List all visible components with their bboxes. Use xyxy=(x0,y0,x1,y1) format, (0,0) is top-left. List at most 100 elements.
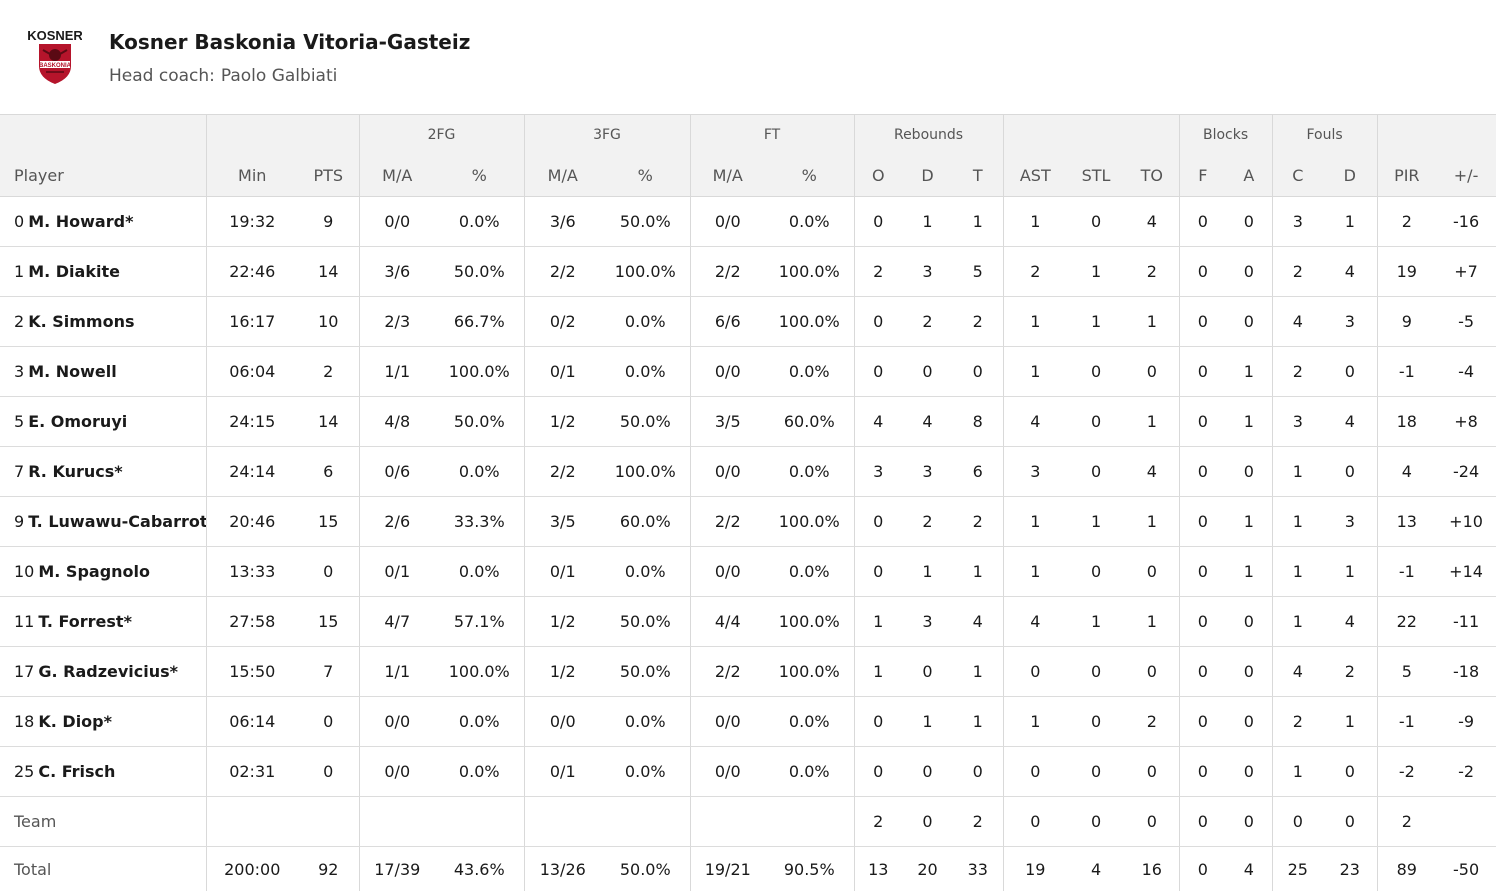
stat-cell: 200:00 xyxy=(206,847,298,891)
player-name[interactable]: T. Forrest* xyxy=(38,612,132,631)
stat-cell: 2 xyxy=(902,297,953,347)
player-name[interactable]: C. Frisch xyxy=(38,762,115,781)
player-number: 17 xyxy=(14,662,34,681)
column-header[interactable]: % xyxy=(601,155,690,197)
stat-cell xyxy=(298,797,359,847)
column-header[interactable]: % xyxy=(765,155,854,197)
stat-cell: 3 xyxy=(902,447,953,497)
stat-cell: 0 xyxy=(1003,747,1067,797)
stat-cell: 1 xyxy=(1226,497,1272,547)
column-header[interactable]: A xyxy=(1226,155,1272,197)
player-name[interactable]: M. Howard* xyxy=(28,212,133,231)
column-header[interactable]: Player xyxy=(0,155,206,197)
stat-cell: 0/1 xyxy=(524,547,601,597)
stat-cell: 2 xyxy=(1377,197,1436,247)
column-header[interactable]: AST xyxy=(1003,155,1067,197)
stat-cell: 1 xyxy=(1272,497,1323,547)
column-header[interactable]: O xyxy=(854,155,902,197)
stat-cell: 4 xyxy=(1067,847,1125,891)
stat-cell: 1 xyxy=(1125,297,1179,347)
player-name[interactable]: T. Luwawu-Cabarrot xyxy=(28,512,206,531)
stat-cell: 3/6 xyxy=(359,247,435,297)
stat-cell: 89 xyxy=(1377,847,1436,891)
column-header[interactable]: TO xyxy=(1125,155,1179,197)
stat-cell: 0.0% xyxy=(601,297,690,347)
stat-cell: 0/0 xyxy=(359,197,435,247)
column-header[interactable]: STL xyxy=(1067,155,1125,197)
stat-cell: 0/0 xyxy=(690,547,765,597)
player-name[interactable]: K. Diop* xyxy=(38,712,112,731)
stat-cell: 0 xyxy=(1226,747,1272,797)
player-name[interactable]: G. Radzevicius* xyxy=(38,662,178,681)
coach-label: Head coach: xyxy=(109,66,215,86)
stat-cell: 0 xyxy=(1003,647,1067,697)
stat-cell: 1 xyxy=(953,697,1003,747)
column-header[interactable]: PTS xyxy=(298,155,359,197)
stat-cell: -1 xyxy=(1377,547,1436,597)
stat-cell: 9 xyxy=(1377,297,1436,347)
player-number: 18 xyxy=(14,712,34,731)
player-name[interactable]: E. Omoruyi xyxy=(28,412,127,431)
column-header[interactable]: F xyxy=(1179,155,1226,197)
stat-cell: 0 xyxy=(953,747,1003,797)
stat-cell: 0 xyxy=(902,347,953,397)
stat-cell: 13/26 xyxy=(524,847,601,891)
column-header[interactable]: % xyxy=(435,155,524,197)
stat-cell: 15:50 xyxy=(206,647,298,697)
stat-cell: 0.0% xyxy=(765,447,854,497)
column-header[interactable]: T xyxy=(953,155,1003,197)
column-header[interactable]: PIR xyxy=(1377,155,1436,197)
column-header[interactable]: C xyxy=(1272,155,1323,197)
stat-cell: 100.0% xyxy=(765,597,854,647)
stat-cell: 2 xyxy=(1272,347,1323,397)
stat-cell: +7 xyxy=(1436,247,1496,297)
column-header[interactable]: M/A xyxy=(524,155,601,197)
stat-cell: 4 xyxy=(1226,847,1272,891)
stat-cell: 1 xyxy=(902,547,953,597)
stat-cell: 1 xyxy=(1003,347,1067,397)
stat-cell: 4 xyxy=(854,397,902,447)
stat-cell: -24 xyxy=(1436,447,1496,497)
stat-cell: 23 xyxy=(1323,847,1377,891)
player-name[interactable]: K. Simmons xyxy=(28,312,134,331)
stat-cell: 4 xyxy=(953,597,1003,647)
column-header[interactable]: M/A xyxy=(690,155,765,197)
stat-cell: 0 xyxy=(1067,547,1125,597)
team-logo: KOSNER BASKONIA xyxy=(28,28,82,86)
stat-cell: 2 xyxy=(953,497,1003,547)
player-name[interactable]: M. Spagnolo xyxy=(38,562,150,581)
stat-cell: 3 xyxy=(1272,397,1323,447)
stat-cell: 0/0 xyxy=(690,697,765,747)
stat-cell: 0.0% xyxy=(765,747,854,797)
player-name[interactable]: M. Nowell xyxy=(28,362,117,381)
stat-cell: 4/8 xyxy=(359,397,435,447)
stat-cell: 0/0 xyxy=(690,747,765,797)
column-header[interactable]: +/- xyxy=(1436,155,1496,197)
stat-cell: 24:15 xyxy=(206,397,298,447)
stat-cell: 0/0 xyxy=(690,447,765,497)
stat-cell: 0 xyxy=(1226,697,1272,747)
column-header[interactable]: Min xyxy=(206,155,298,197)
stat-cell: 1 xyxy=(953,647,1003,697)
total-row-label: Total xyxy=(0,847,206,891)
player-name[interactable]: R. Kurucs* xyxy=(28,462,122,481)
stat-cell: 3 xyxy=(902,597,953,647)
stat-cell: 0 xyxy=(854,197,902,247)
stat-cell: 0.0% xyxy=(765,347,854,397)
column-header[interactable]: M/A xyxy=(359,155,435,197)
stat-cell xyxy=(524,797,601,847)
stat-cell: 2 xyxy=(1323,647,1377,697)
player-name[interactable]: M. Diakite xyxy=(28,262,120,281)
column-header[interactable]: D xyxy=(902,155,953,197)
stat-cell: 1 xyxy=(953,197,1003,247)
stat-cell: 0.0% xyxy=(601,747,690,797)
column-header[interactable]: D xyxy=(1323,155,1377,197)
stat-cell: 1 xyxy=(1003,697,1067,747)
stat-cell: 0.0% xyxy=(435,197,524,247)
